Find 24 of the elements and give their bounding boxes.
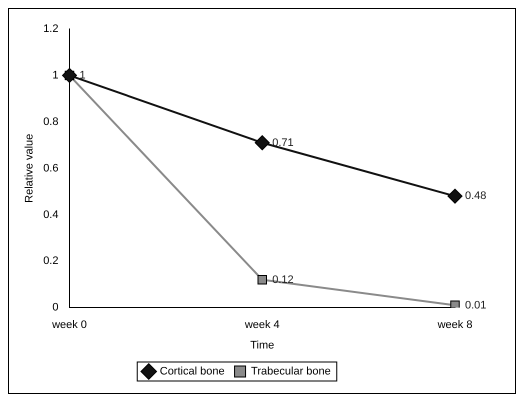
x-axis-title: Time [250,339,274,352]
point [448,188,462,204]
y-tick-label: 0.6 [43,162,58,174]
data-label: 0.01 [465,299,486,312]
x-tick-label: week 8 [436,319,472,332]
x-tick-label: week 4 [244,319,280,332]
point [450,300,460,308]
y-tick-label: 0.4 [43,208,58,221]
y-tick-label: 0.2 [43,255,58,268]
point [254,135,270,150]
y-tick-label: 1 [52,69,58,82]
legend-label: Cortical bone [160,366,225,378]
y-tick-label: 0 [52,302,58,314]
x-tick-label: week 0 [51,319,87,332]
data-label: 0.12 [272,274,294,286]
point [62,68,77,83]
data-label: 0.71 [272,136,294,149]
y-tick-label: 0.8 [43,116,58,128]
data-label: 1 [79,69,86,82]
y-tick-label: 1.2 [43,23,58,36]
data-label: 0.48 [465,190,486,202]
point [258,275,267,284]
legend-label: Trabecular bone [251,366,331,378]
y-axis-title: Relative value [24,134,36,203]
